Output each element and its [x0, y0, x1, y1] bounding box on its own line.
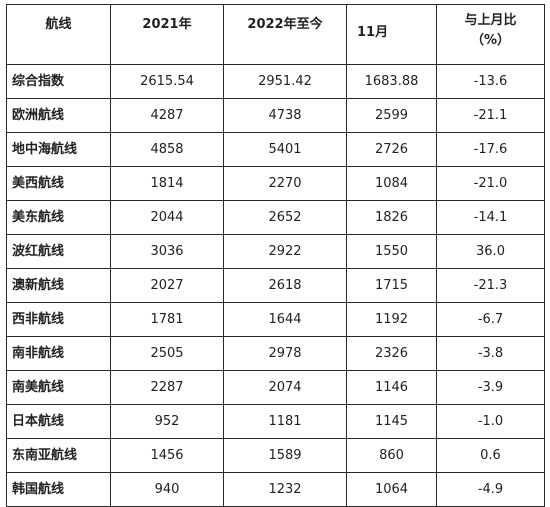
route-name-cell: 西非航线 [6, 302, 111, 337]
value-2021-cell: 4858 [110, 132, 224, 167]
change-percent-cell: -3.8 [436, 336, 545, 371]
value-november-cell: 1064 [346, 472, 437, 507]
route-name-cell: 韩国航线 [6, 472, 111, 507]
value-2022-cell: 2652 [223, 200, 347, 235]
value-2022-cell: 4738 [223, 98, 347, 133]
value-2021-cell: 2505 [110, 336, 224, 371]
value-2022-cell: 2951.42 [223, 64, 347, 99]
table-body: 综合指数 2615.54 2951.42 1683.88 -13.6 欧洲航线 4287 47… [6, 64, 545, 507]
header-mom-change-label: 与上月比 [464, 13, 517, 28]
value-2021-cell: 2027 [110, 268, 224, 303]
value-november-cell: 2726 [346, 132, 437, 167]
table-row: 日本航线 952 1181 1145 -1.0 [6, 404, 545, 439]
value-2021-cell: 1456 [110, 438, 224, 473]
route-name-cell: 综合指数 [6, 64, 111, 99]
route-name-cell: 日本航线 [6, 404, 111, 439]
value-2021-cell: 952 [110, 404, 224, 439]
value-2022-cell: 2074 [223, 370, 347, 405]
value-2021-cell: 2287 [110, 370, 224, 405]
route-name-cell: 美东航线 [6, 200, 111, 235]
route-name-cell: 欧洲航线 [6, 98, 111, 133]
value-november-cell: 1715 [346, 268, 437, 303]
route-name-cell: 美西航线 [6, 166, 111, 201]
change-percent-cell: -17.6 [436, 132, 545, 167]
value-2021-cell: 940 [110, 472, 224, 507]
change-percent-cell: -1.0 [436, 404, 545, 439]
value-2021-cell: 1781 [110, 302, 224, 337]
table-row: 地中海航线 4858 5401 2726 -17.6 [6, 132, 545, 167]
header-route: 航线 [6, 4, 111, 65]
value-2022-cell: 5401 [223, 132, 347, 167]
change-percent-cell: -4.9 [436, 472, 545, 507]
value-november-cell: 1084 [346, 166, 437, 201]
table-row: 南美航线 2287 2074 1146 -3.9 [6, 370, 545, 405]
change-percent-cell: -21.0 [436, 166, 545, 201]
value-november-cell: 2326 [346, 336, 437, 371]
route-name-cell: 东南亚航线 [6, 438, 111, 473]
header-2021: 2021年 [110, 4, 224, 65]
value-2022-cell: 1589 [223, 438, 347, 473]
table-row: 美东航线 2044 2652 1826 -14.1 [6, 200, 545, 235]
value-2021-cell: 3036 [110, 234, 224, 269]
change-percent-cell: -14.1 [436, 200, 545, 235]
header-mom-change-unit: （%） [470, 33, 511, 48]
value-2022-cell: 2978 [223, 336, 347, 371]
table-row: 西非航线 1781 1644 1192 -6.7 [6, 302, 545, 337]
table-row: 韩国航线 940 1232 1064 -4.9 [6, 472, 545, 507]
value-2022-cell: 1232 [223, 472, 347, 507]
value-november-cell: 1550 [346, 234, 437, 269]
change-percent-cell: -21.1 [436, 98, 545, 133]
table-row: 综合指数 2615.54 2951.42 1683.88 -13.6 [6, 64, 545, 99]
table-row: 欧洲航线 4287 4738 2599 -21.1 [6, 98, 545, 133]
value-november-cell: 1192 [346, 302, 437, 337]
value-november-cell: 1145 [346, 404, 437, 439]
change-percent-cell: 36.0 [436, 234, 545, 269]
route-name-cell: 波红航线 [6, 234, 111, 269]
value-2022-cell: 1181 [223, 404, 347, 439]
value-november-cell: 2599 [346, 98, 437, 133]
value-november-cell: 1146 [346, 370, 437, 405]
header-november: 11月 [346, 4, 437, 65]
value-2022-cell: 2922 [223, 234, 347, 269]
value-november-cell: 860 [346, 438, 437, 473]
table-row: 美西航线 1814 2270 1084 -21.0 [6, 166, 545, 201]
table-header: 航线 2021年 2022年至今 11月 与上月比 （%） [6, 4, 545, 65]
table-row: 东南亚航线 1456 1589 860 0.6 [6, 438, 545, 473]
value-november-cell: 1826 [346, 200, 437, 235]
table-row: 澳新航线 2027 2618 1715 -21.3 [6, 268, 545, 303]
change-percent-cell: -21.3 [436, 268, 545, 303]
change-percent-cell: -3.9 [436, 370, 545, 405]
route-name-cell: 南非航线 [6, 336, 111, 371]
route-name-cell: 澳新航线 [6, 268, 111, 303]
value-2021-cell: 2615.54 [110, 64, 224, 99]
change-percent-cell: -6.7 [436, 302, 545, 337]
value-2022-cell: 2618 [223, 268, 347, 303]
value-2022-cell: 1644 [223, 302, 347, 337]
change-percent-cell: 0.6 [436, 438, 545, 473]
change-percent-cell: -13.6 [436, 64, 545, 99]
table-row: 波红航线 3036 2922 1550 36.0 [6, 234, 545, 269]
value-november-cell: 1683.88 [346, 64, 437, 99]
table-row: 南非航线 2505 2978 2326 -3.8 [6, 336, 545, 371]
value-2021-cell: 2044 [110, 200, 224, 235]
header-row: 航线 2021年 2022年至今 11月 与上月比 （%） [6, 4, 545, 65]
route-name-cell: 南美航线 [6, 370, 111, 405]
freight-index-table: 航线 2021年 2022年至今 11月 与上月比 （%） 综合指数 2615.5… [6, 4, 545, 507]
value-2021-cell: 1814 [110, 166, 224, 201]
route-name-cell: 地中海航线 [6, 132, 111, 167]
value-2021-cell: 4287 [110, 98, 224, 133]
value-2022-cell: 2270 [223, 166, 347, 201]
header-mom-change: 与上月比 （%） [436, 4, 545, 65]
header-2022-to-date: 2022年至今 [223, 4, 347, 65]
